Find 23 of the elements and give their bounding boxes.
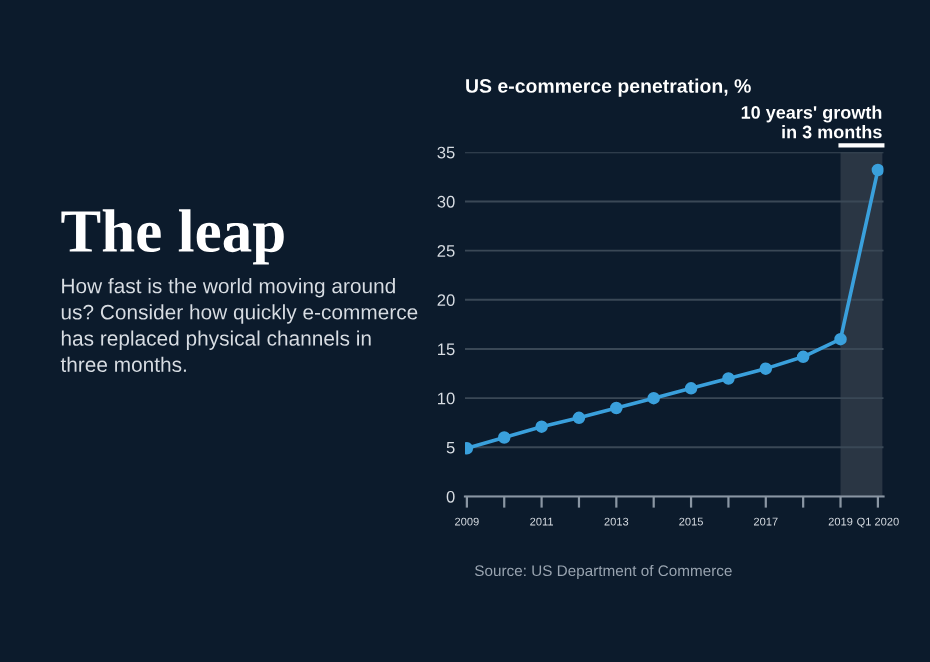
y-axis-title: US e-commerce penetration, % — [466, 78, 751, 97]
text: The leap — [61, 209, 284, 265]
y-tick-label: 5 — [446, 441, 455, 454]
point — [871, 163, 884, 177]
y-tick-label: 25 — [437, 245, 455, 257]
point — [684, 382, 698, 395]
y-tick-label: 0 — [446, 490, 455, 503]
point — [572, 411, 586, 425]
point — [647, 391, 660, 405]
band-label: 10 years' growth in 3 months — [741, 105, 882, 139]
point — [759, 362, 773, 375]
point — [722, 372, 735, 385]
text: How fast is the world moving around us? Consider how quickly e-commerce has replaced physical channels in three months. — [60, 278, 418, 372]
point — [535, 420, 548, 433]
y-tick-label: 30 — [437, 195, 455, 208]
y-tick-label: 15 — [438, 343, 455, 356]
point — [497, 431, 511, 444]
y-tick-label: 20 — [437, 294, 455, 306]
y-tick-label: 10 — [438, 392, 455, 405]
point — [610, 401, 623, 415]
y-tick-label: 35 — [437, 146, 455, 159]
point — [834, 332, 847, 346]
point — [796, 350, 810, 364]
